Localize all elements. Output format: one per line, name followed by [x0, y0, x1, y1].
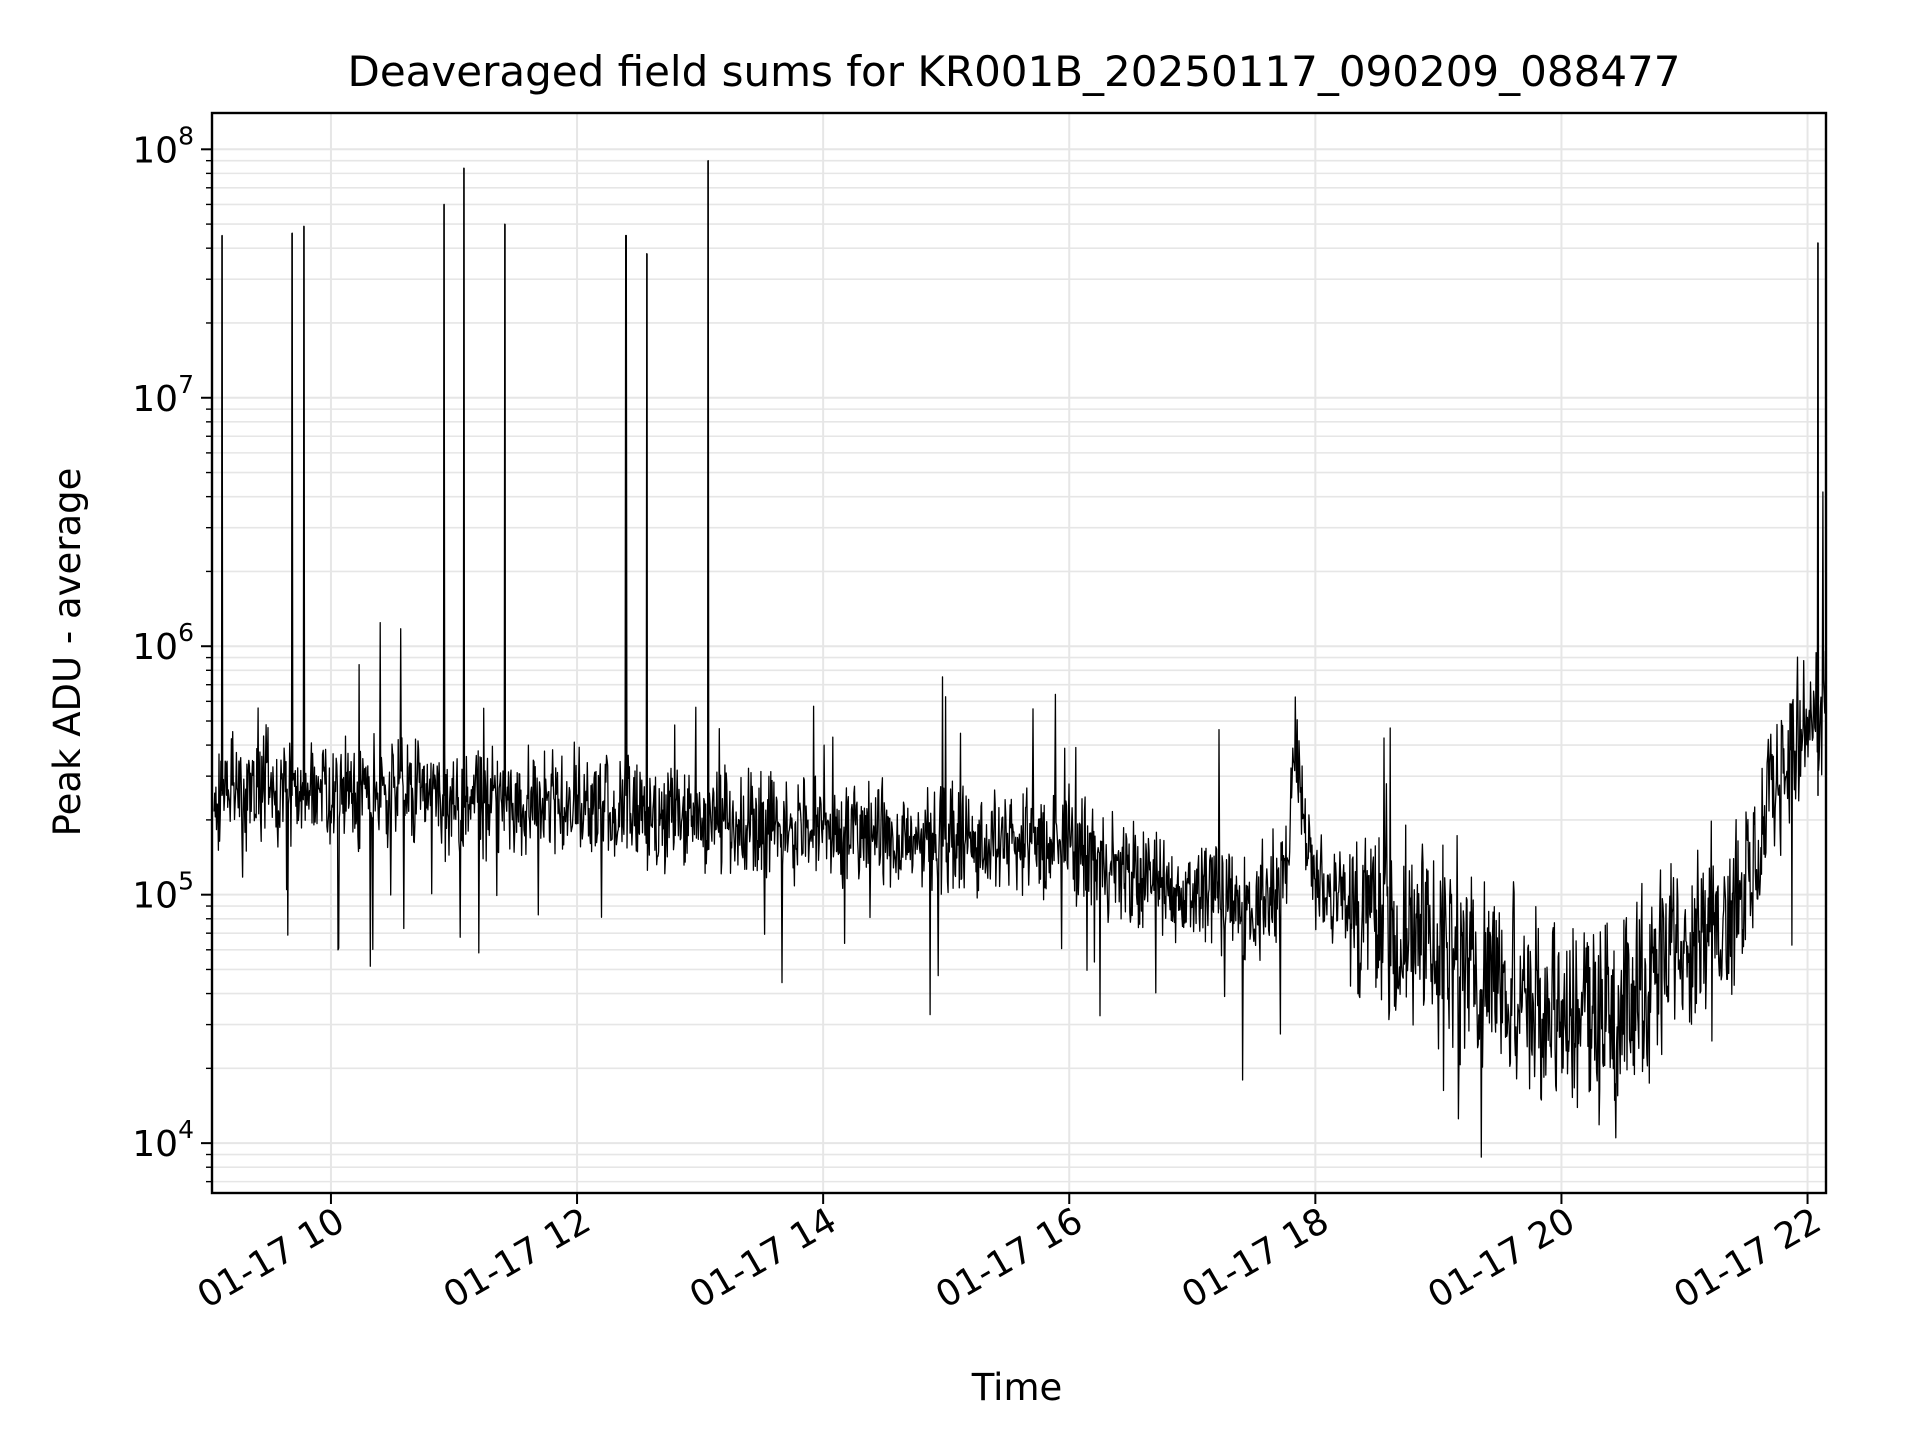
grid	[212, 113, 1826, 1193]
chart-title: Deaveraged field sums for KR001B_2025011…	[348, 47, 1681, 96]
x-tick-label: 01-17 10	[191, 1200, 352, 1316]
x-tick-label: 01-17 12	[437, 1200, 598, 1316]
y-axis: 104 105 106 107 108	[132, 121, 212, 1183]
y-tick-label: 104	[132, 1115, 194, 1165]
x-tick-label: 01-17 22	[1667, 1200, 1828, 1316]
x-tick-label: 01-17 16	[929, 1200, 1090, 1316]
x-tick-label: 01-17 20	[1421, 1200, 1582, 1316]
x-tick-label: 01-17 14	[683, 1200, 844, 1316]
y-tick-label: 106	[132, 618, 194, 668]
data-series	[213, 160, 1827, 1158]
x-axis: 01-17 10 01-17 12 01-17 14 01-17 16 01-17 18…	[191, 1193, 1828, 1317]
x-axis-label: Time	[971, 1366, 1063, 1409]
y-tick-label: 105	[132, 867, 194, 917]
plot-frame	[210, 111, 1828, 1195]
x-tick-label: 01-17 18	[1175, 1200, 1336, 1316]
y-tick-label: 108	[132, 121, 194, 171]
series-line	[213, 160, 1827, 1158]
y-tick-label: 107	[132, 370, 194, 420]
y-axis-label: Peak ADU - average	[46, 468, 89, 837]
